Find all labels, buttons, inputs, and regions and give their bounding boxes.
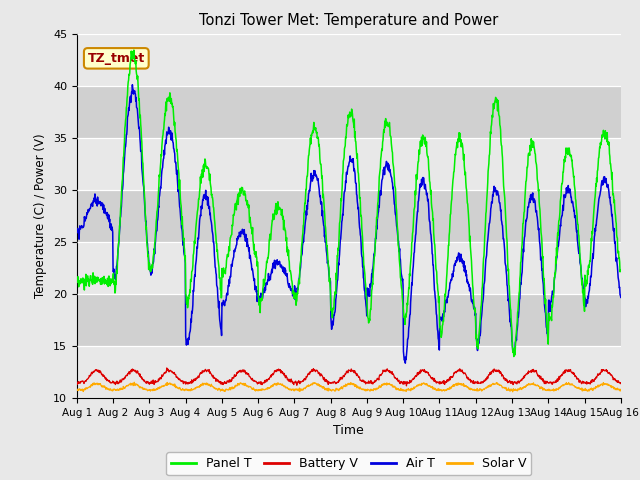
- Bar: [77, 294, 621, 346]
- Bar: [77, 138, 621, 190]
- Bar: [77, 190, 621, 242]
- Battery V: [553, 378, 561, 384]
- Panel T: [505, 266, 513, 272]
- Solar V: [553, 386, 561, 392]
- Panel T: [73, 275, 81, 281]
- Battery V: [195, 373, 202, 379]
- Air T: [73, 227, 81, 232]
- Air T: [255, 296, 263, 302]
- Text: TZ_tmet: TZ_tmet: [88, 52, 145, 65]
- Air T: [505, 300, 513, 305]
- Solar V: [617, 388, 625, 394]
- Panel T: [195, 203, 202, 209]
- Y-axis label: Temperature (C) / Power (V): Temperature (C) / Power (V): [35, 134, 47, 298]
- Solar V: [255, 387, 263, 393]
- Air T: [181, 255, 189, 261]
- Air T: [129, 82, 136, 88]
- Panel T: [130, 47, 138, 53]
- Bar: [77, 242, 621, 294]
- Air T: [195, 235, 202, 240]
- Solar V: [181, 387, 189, 393]
- Line: Solar V: Solar V: [77, 382, 621, 392]
- Solar V: [195, 384, 202, 390]
- Battery V: [434, 379, 442, 385]
- Air T: [401, 360, 409, 366]
- Bar: [77, 346, 621, 398]
- Legend: Panel T, Battery V, Air T, Solar V: Panel T, Battery V, Air T, Solar V: [166, 452, 531, 475]
- Panel T: [181, 256, 189, 262]
- Air T: [434, 328, 442, 334]
- Battery V: [505, 379, 513, 384]
- Battery V: [181, 379, 189, 384]
- Air T: [617, 295, 625, 300]
- Battery V: [403, 383, 410, 389]
- Solar V: [509, 389, 516, 395]
- Solar V: [131, 379, 138, 385]
- Battery V: [163, 365, 171, 371]
- Panel T: [255, 302, 263, 308]
- Battery V: [255, 379, 263, 384]
- Title: Tonzi Tower Met: Temperature and Power: Tonzi Tower Met: Temperature and Power: [199, 13, 499, 28]
- Battery V: [73, 381, 81, 386]
- Panel T: [510, 354, 518, 360]
- Line: Panel T: Panel T: [77, 50, 621, 357]
- Panel T: [434, 282, 442, 288]
- Panel T: [617, 268, 625, 274]
- Solar V: [505, 385, 513, 391]
- Solar V: [434, 387, 442, 393]
- X-axis label: Time: Time: [333, 424, 364, 437]
- Panel T: [553, 252, 561, 258]
- Air T: [553, 254, 561, 260]
- Line: Battery V: Battery V: [77, 368, 621, 386]
- Battery V: [617, 380, 625, 386]
- Bar: [77, 34, 621, 86]
- Bar: [77, 86, 621, 138]
- Line: Air T: Air T: [77, 85, 621, 363]
- Solar V: [73, 387, 81, 393]
